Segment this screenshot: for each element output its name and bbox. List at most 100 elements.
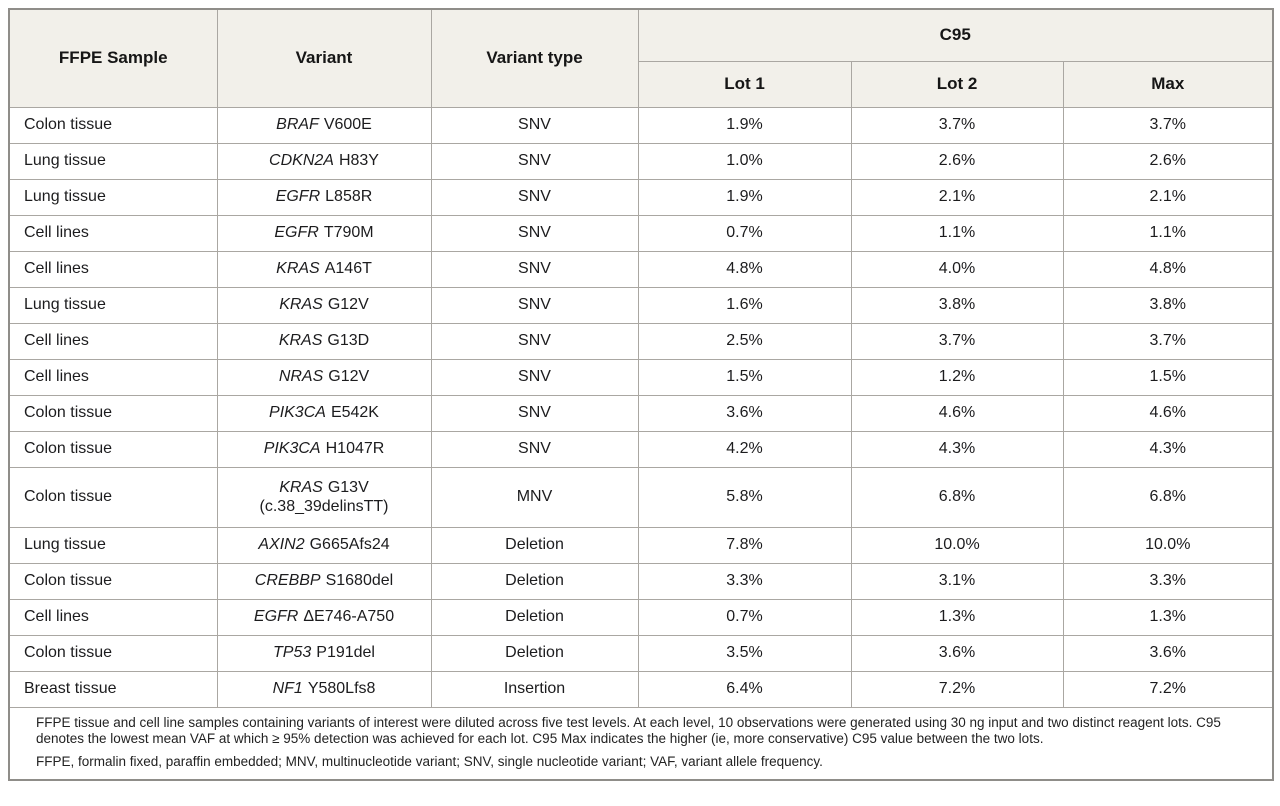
cell-c95-max: 4.8% xyxy=(1062,250,1274,288)
cell-ffpe-sample: Lung tissue xyxy=(8,526,218,564)
cell-variant-type: SNV xyxy=(430,250,639,288)
table-row: Colon tissue TP53 P191del Deletion 3.5% 3… xyxy=(8,634,1274,672)
sample-label: Colon tissue xyxy=(24,488,113,505)
c95-lot2-value: 3.8% xyxy=(938,296,976,313)
c95-lot2-value: 10.0% xyxy=(934,536,980,553)
variant-type-label: Deletion xyxy=(505,644,564,661)
cell-c95-lot1: 3.6% xyxy=(637,394,852,432)
cell-c95-max: 1.5% xyxy=(1062,358,1274,396)
c95-lot1-value: 7.8% xyxy=(726,536,763,553)
c95-lot1-value: 1.9% xyxy=(726,116,763,133)
variant-type-label: SNV xyxy=(518,152,551,169)
cell-c95-lot1: 0.7% xyxy=(637,598,852,636)
cell-ffpe-sample: Lung tissue xyxy=(8,286,218,324)
cell-c95-lot1: 1.5% xyxy=(637,358,852,396)
cell-c95-lot1: 3.5% xyxy=(637,634,852,672)
cell-c95-lot2: 3.6% xyxy=(850,634,1064,672)
cell-c95-max: 3.6% xyxy=(1062,634,1274,672)
c95-max-value: 7.2% xyxy=(1149,680,1186,697)
variant-change: G12V xyxy=(327,296,369,313)
sample-label: Colon tissue xyxy=(24,572,113,589)
cell-variant: EGFR ΔE746-A750 xyxy=(216,598,432,636)
variant-change: ΔE746-A750 xyxy=(303,608,395,625)
sample-label: Cell lines xyxy=(24,608,89,625)
cell-variant: CREBBP S1680del xyxy=(216,562,432,600)
cell-ffpe-sample: Lung tissue xyxy=(8,142,218,180)
gene-name: KRAS xyxy=(276,260,320,277)
c95-max-value: 3.7% xyxy=(1149,332,1186,349)
variant-type-label: SNV xyxy=(518,440,551,457)
table-row: Cell lines EGFR ΔE746-A750 Deletion 0.7% … xyxy=(8,598,1274,636)
table-header: FFPE Sample Variant Variant type C95 Lot… xyxy=(8,8,1274,108)
table-footnotes: FFPE tissue and cell line samples contai… xyxy=(8,706,1274,781)
c95-lot1-value: 1.0% xyxy=(726,152,763,169)
cell-c95-lot2: 1.1% xyxy=(850,214,1064,252)
sample-label: Cell lines xyxy=(24,332,89,349)
c95-max-value: 3.6% xyxy=(1149,644,1186,661)
cell-c95-lot2: 4.6% xyxy=(850,394,1064,432)
table-row: Colon tissue PIK3CA E542K SNV 3.6% 4.6% 4… xyxy=(8,394,1274,432)
c95-max-value: 1.3% xyxy=(1149,608,1186,625)
c95-lot2-value: 4.0% xyxy=(938,260,976,277)
gene-name: PIK3CA xyxy=(263,440,321,457)
cell-variant: PIK3CA H1047R xyxy=(216,430,432,468)
c95-max-value: 4.3% xyxy=(1149,440,1186,457)
variant-change: P191del xyxy=(316,644,375,661)
gene-name: NRAS xyxy=(278,368,324,385)
cell-c95-max: 2.1% xyxy=(1062,178,1274,216)
cell-variant-type: SNV xyxy=(430,106,639,144)
cell-variant: EGFR L858R xyxy=(216,178,432,216)
cell-c95-lot2: 3.1% xyxy=(850,562,1064,600)
c95-max-value: 1.1% xyxy=(1149,224,1186,241)
cell-c95-lot1: 4.8% xyxy=(637,250,852,288)
cell-c95-lot2: 4.3% xyxy=(850,430,1064,468)
table-row: Colon tissue KRAS G13V (c.38_39delinsTT) … xyxy=(8,466,1274,528)
table-row: Lung tissue KRAS G12V SNV 1.6% 3.8% 3.8% xyxy=(8,286,1274,324)
cell-c95-lot2: 2.1% xyxy=(850,178,1064,216)
cell-c95-max: 3.8% xyxy=(1062,286,1274,324)
gene-name: KRAS xyxy=(279,478,323,496)
table-row: Lung tissue CDKN2A H83Y SNV 1.0% 2.6% 2.6… xyxy=(8,142,1274,180)
table-row: Cell lines EGFR T790M SNV 0.7% 1.1% 1.1% xyxy=(8,214,1274,252)
variant-change: H1047R xyxy=(325,440,385,457)
c95-max-value: 4.8% xyxy=(1149,260,1186,277)
variant-change: G13D xyxy=(327,332,370,349)
cell-variant-type: MNV xyxy=(430,466,639,528)
table-row: Cell lines NRAS G12V SNV 1.5% 1.2% 1.5% xyxy=(8,358,1274,396)
footnote-abbreviations: FFPE, formalin fixed, paraffin embedded;… xyxy=(36,753,823,769)
c95-max-value: 3.8% xyxy=(1149,296,1186,313)
table-row: Breast tissue NF1 Y580Lfs8 Insertion 6.4%… xyxy=(8,670,1274,708)
cell-c95-lot2: 3.7% xyxy=(850,322,1064,360)
cell-ffpe-sample: Colon tissue xyxy=(8,562,218,600)
c95-concordance-table: FFPE Sample Variant Variant type C95 Lot… xyxy=(8,8,1274,782)
c95-lot2-value: 1.1% xyxy=(938,224,976,241)
cell-c95-max: 2.6% xyxy=(1062,142,1274,180)
variant-change: H83Y xyxy=(338,152,379,169)
cell-ffpe-sample: Cell lines xyxy=(8,322,218,360)
cell-variant-type: SNV xyxy=(430,214,639,252)
variant-type-label: SNV xyxy=(518,116,551,133)
cell-variant-type: SNV xyxy=(430,142,639,180)
table-row: Cell lines KRAS A146T SNV 4.8% 4.0% 4.8% xyxy=(8,250,1274,288)
cell-variant: KRAS A146T xyxy=(216,250,432,288)
c95-lot2-value: 6.8% xyxy=(938,488,976,505)
variant-type-label: SNV xyxy=(518,188,551,205)
cell-c95-lot2: 1.3% xyxy=(850,598,1064,636)
header-ffpe-sample: FFPE Sample xyxy=(8,8,218,108)
cell-ffpe-sample: Cell lines xyxy=(8,214,218,252)
cell-variant-type: Deletion xyxy=(430,598,639,636)
cell-variant: PIK3CA E542K xyxy=(216,394,432,432)
gene-name: CREBBP xyxy=(254,572,321,589)
variant-change: V600E xyxy=(323,116,372,133)
variant-type-label: SNV xyxy=(518,224,551,241)
variant-type-label: SNV xyxy=(518,404,551,421)
c95-max-value: 2.1% xyxy=(1149,188,1186,205)
cell-c95-max: 4.6% xyxy=(1062,394,1274,432)
c95-lot1-value: 3.3% xyxy=(726,572,763,589)
cell-c95-max: 4.3% xyxy=(1062,430,1274,468)
table-row: Colon tissue BRAF V600E SNV 1.9% 3.7% 3.7… xyxy=(8,106,1274,144)
cell-ffpe-sample: Breast tissue xyxy=(8,670,218,708)
cell-ffpe-sample: Cell lines xyxy=(8,358,218,396)
table-row: Colon tissue PIK3CA H1047R SNV 4.2% 4.3% … xyxy=(8,430,1274,468)
gene-name: BRAF xyxy=(276,116,319,133)
